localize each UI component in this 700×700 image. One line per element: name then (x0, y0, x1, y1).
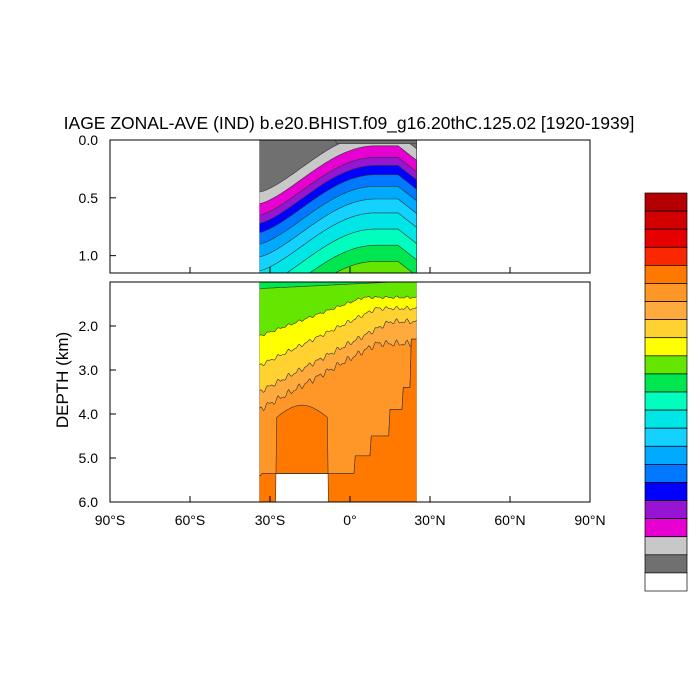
chart-title: IAGE ZONAL-AVE (IND) b.e20.BHIST.f09_g16… (64, 113, 635, 134)
colorbar-swatch (644, 337, 688, 357)
y-tick-label: 4.0 (79, 406, 99, 422)
upper-contour-band (259, 275, 416, 279)
x-tick-label: 30°N (414, 512, 445, 528)
colorbar-swatch (644, 265, 688, 284)
y-axis-label: DEPTH (km) (53, 332, 72, 428)
colorbar-swatch (644, 409, 688, 429)
colorbar-swatch (644, 210, 688, 230)
colorbar-swatch (644, 283, 688, 302)
y-tick-label: 5.0 (79, 450, 99, 466)
colorbar-swatch (644, 464, 688, 483)
colorbar-swatch (644, 355, 688, 375)
colorbar-swatch (644, 482, 688, 501)
colorbar-swatch (644, 427, 688, 447)
colorbar-swatch (644, 554, 688, 574)
no-data-mask (418, 140, 590, 273)
colorbar-swatch (644, 301, 688, 320)
surface-band (259, 140, 417, 144)
colorbar-swatch (644, 228, 688, 248)
y-tick-label: 0.0 (79, 132, 99, 148)
colorbar (644, 192, 688, 592)
no-data-mask (110, 140, 260, 273)
x-tick-label: 30°S (255, 512, 286, 528)
x-tick-label: 60°S (175, 512, 206, 528)
no-data-mask (110, 282, 260, 502)
x-tick-label: 90°N (574, 512, 605, 528)
colorbar-swatch (644, 572, 688, 592)
y-ticks-upper: 0.0 0.5 1.0 (79, 132, 116, 264)
colorbar-swatch (644, 500, 688, 519)
y-tick-label: 3.0 (79, 362, 99, 378)
y-tick-label: 6.0 (79, 494, 99, 510)
colorbar-swatch (644, 373, 688, 393)
y-tick-label: 2.0 (79, 318, 99, 334)
x-tick-label: 60°N (494, 512, 525, 528)
colorbar-swatch (644, 319, 688, 339)
y-ticks-lower: 2.0 3.0 4.0 5.0 6.0 (79, 318, 116, 510)
x-ticks: 90°S 60°S 30°S 0° 30°N 60°N 90°N (95, 267, 606, 528)
colorbar-swatch (644, 536, 688, 556)
colorbar-swatch (644, 246, 688, 266)
colorbar-swatch (644, 391, 688, 411)
upper-panel-contours (110, 140, 590, 279)
x-tick-label: 0° (343, 512, 356, 528)
x-tick-label: 90°S (95, 512, 126, 528)
colorbar-swatch (644, 518, 688, 538)
y-tick-label: 1.0 (79, 248, 99, 264)
colorbar-swatch (644, 445, 688, 465)
no-data-mask (416, 282, 590, 502)
upper-contour-band (334, 261, 414, 273)
y-tick-label: 0.5 (79, 190, 99, 206)
lower-panel-contours (110, 282, 590, 502)
colorbar-swatch (644, 192, 688, 212)
